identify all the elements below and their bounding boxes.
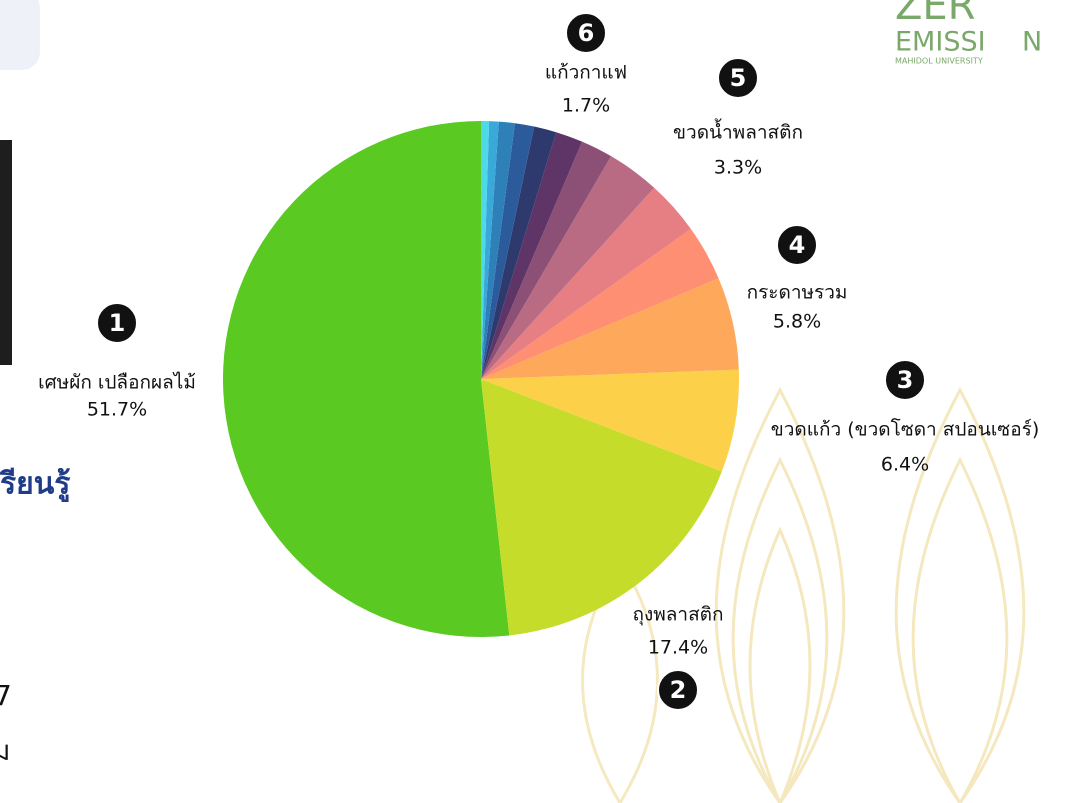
value-label: 5.8%: [773, 311, 821, 333]
value-label: 1.7%: [562, 95, 610, 117]
badge-number: 4: [789, 231, 806, 259]
panel-corner: [0, 0, 40, 70]
slice-label: แก้วกาแฟ: [545, 62, 627, 84]
slide: รียนรู้ 7 ม ZER EMISSI N MAHIDOL UNIVERS…: [0, 0, 1086, 803]
badge-number: 6: [578, 19, 595, 47]
text-fragment: ม: [0, 734, 10, 767]
value-label: 3.3%: [714, 157, 762, 179]
logo-text: MAHIDOL UNIVERSITY: [895, 57, 983, 66]
text-fragment: 7: [0, 679, 12, 712]
pie-slice: [223, 121, 509, 637]
slice-label: ถุงพลาสติก: [632, 604, 723, 627]
value-label: 51.7%: [87, 399, 147, 421]
logo-text: N: [1022, 27, 1042, 58]
logo-text: ZER: [895, 0, 975, 29]
side-bar: [0, 140, 12, 365]
heading-fragment: รียนรู้: [0, 467, 70, 503]
value-label: 6.4%: [881, 454, 929, 476]
slice-label: ขวดแก้ว (ขวดโซดา สปอนเซอร์): [771, 418, 1040, 441]
logo-text: EMISSI: [895, 27, 986, 58]
badge-number: 5: [730, 64, 747, 92]
badge-number: 3: [897, 366, 914, 394]
value-label: 17.4%: [648, 637, 708, 659]
badge-number: 2: [670, 676, 687, 704]
badge-number: 1: [109, 309, 126, 337]
slice-label: กระดาษรวม: [747, 282, 848, 304]
logo: ZER EMISSI N MAHIDOL UNIVERSITY: [895, 0, 1042, 66]
slice-label: เศษผัก เปลือกผลไม้: [38, 372, 196, 394]
slice-label: ขวดน้ำพลาสติก: [673, 119, 803, 144]
